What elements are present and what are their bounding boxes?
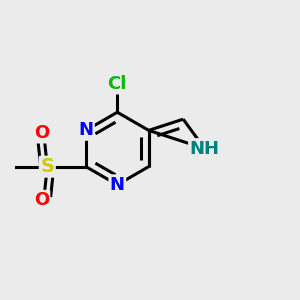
Text: O: O <box>34 124 49 142</box>
Text: NH: NH <box>190 140 220 158</box>
Text: N: N <box>78 122 93 140</box>
Text: S: S <box>40 157 54 176</box>
Text: N: N <box>110 176 125 194</box>
Text: Cl: Cl <box>108 75 127 93</box>
Text: O: O <box>34 191 49 209</box>
